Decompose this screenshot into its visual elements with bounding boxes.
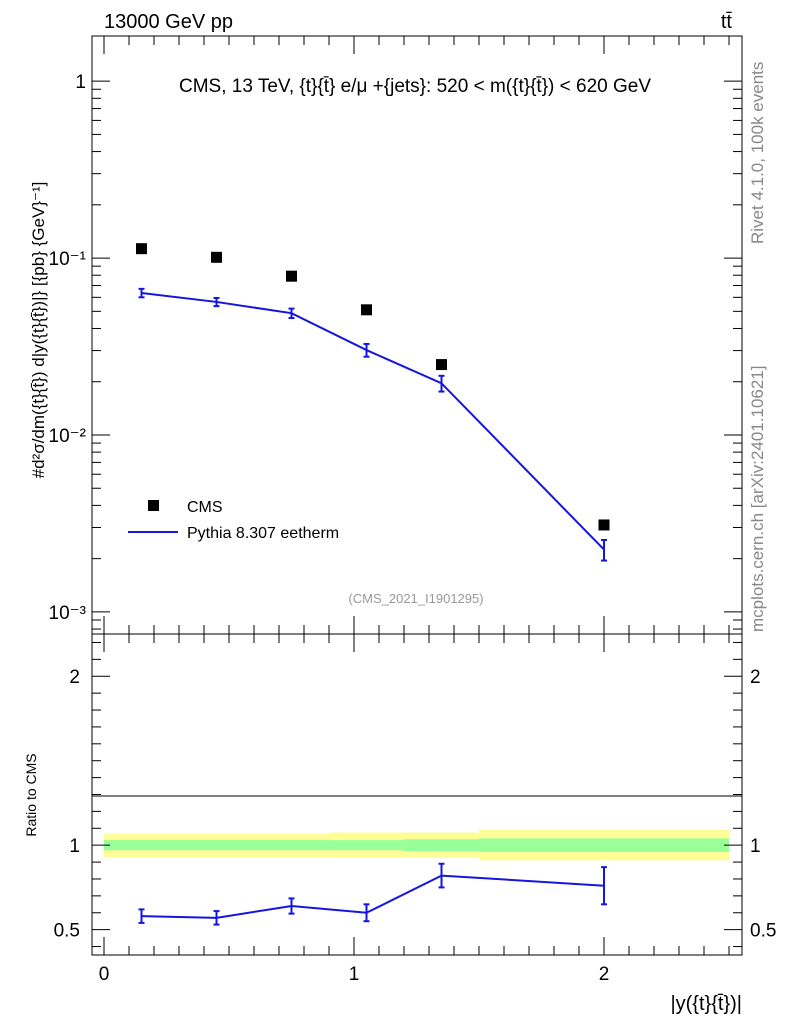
ratio-y-tick-label: 1 (69, 836, 80, 857)
mc-series-ratio (138, 862, 607, 926)
analysis-id: (CMS_2021_I1901295) (348, 591, 483, 606)
main-y-tick-label: 1 (75, 72, 86, 93)
ratio-uncertainty-bands (104, 829, 729, 861)
ratio-stat-band (104, 840, 179, 851)
main-y-ticks: 10⁻³ 10⁻² 10⁻¹ 1 (49, 72, 742, 630)
data-point (598, 519, 610, 531)
data-series-main (136, 243, 610, 531)
ratio-y-tick-label: 0.5 (54, 921, 80, 942)
mc-ratio-line (141, 874, 605, 919)
data-point (286, 270, 297, 282)
y-axis-label-main: #d²σ/dm({t}{t̄}) d|y({t}{t̄})|} [{pb} {G… (29, 182, 48, 479)
ratio-y-tick-label-right: 2 (750, 667, 761, 688)
ratio-stat-band (329, 840, 404, 851)
data-point (436, 359, 447, 371)
x-axis-label: |y({t}{t̄})| (670, 993, 742, 1015)
process-label: tt̄ (721, 11, 733, 33)
y-axis-label-ratio: Ratio to CMS (23, 753, 39, 836)
ratio-y-tick-label-right: 0.5 (750, 921, 776, 942)
mc-series-main (138, 287, 607, 562)
legend-mc-label: Pythia 8.307 eetherm (187, 525, 339, 542)
rivet-version-label: Rivet 4.1.0, 100k events (748, 61, 767, 244)
mc-main-line (141, 291, 605, 551)
ratio-stat-band (254, 840, 329, 851)
main-y-tick-label: 10⁻³ (49, 603, 87, 624)
x-tick-label: 2 (599, 964, 610, 985)
ratio-y-tick-label: 2 (69, 667, 80, 688)
legend-data-label: CMS (187, 499, 223, 516)
x-tick-label: 0 (99, 964, 110, 985)
ratio-frame (91, 633, 743, 956)
main-y-tick-label: 10⁻¹ (49, 249, 87, 270)
data-point (211, 251, 222, 263)
ratio-x-ticks: 0 1 2 (99, 634, 730, 985)
legend: CMS Pythia 8.307 eetherm (128, 499, 339, 542)
main-frame (91, 35, 743, 635)
main-y-tick-label: 10⁻² (49, 426, 87, 447)
ratio-y-ticks: 0.5 0.5 1 1 2 2 (54, 641, 776, 948)
ratio-stat-band (404, 839, 479, 852)
ratio-stat-band (179, 840, 254, 851)
legend-data-marker (148, 500, 159, 511)
main-x-ticks (103, 36, 730, 634)
ratio-panel: 0.5 0.5 1 1 2 2 0 1 2 Ratio to CMS |y({t}{t̄})| (23, 633, 776, 1015)
main-panel: 10⁻³ 10⁻² 10⁻¹ 1 CMS, 13 TeV, {t}{t̄} e/μ +… (29, 35, 743, 635)
chart-title: CMS, 13 TeV, {t}{t̄} e/μ +{jets}: 520 < … (179, 76, 651, 97)
data-point (361, 304, 372, 316)
ratio-y-tick-label-right: 1 (750, 836, 761, 857)
x-tick-label: 1 (349, 964, 360, 985)
data-point (136, 243, 147, 255)
energy-label: 13000 GeV pp (104, 11, 233, 33)
mcplots-label: mcplots.cern.ch [arXiv:2401.10621] (748, 365, 767, 632)
ratio-stat-band (479, 838, 729, 852)
